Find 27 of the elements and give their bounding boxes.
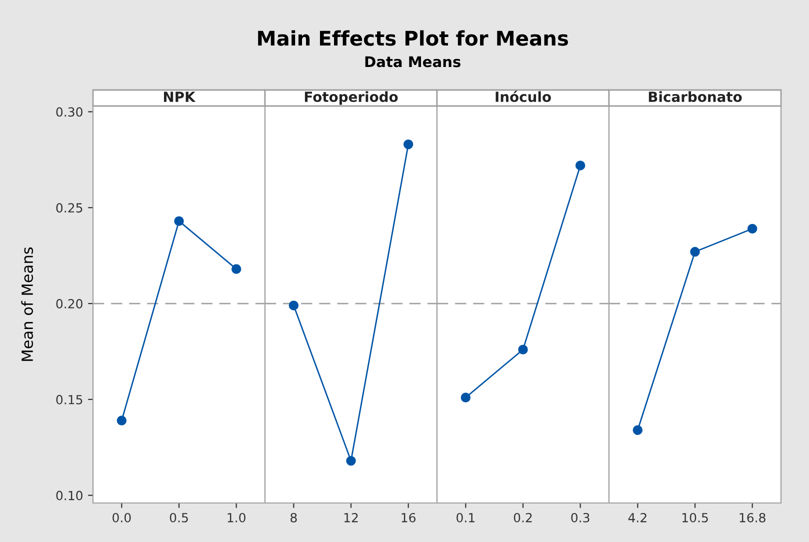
legend-title: Bicarbonato	[648, 91, 742, 102]
x-tick-label: 0.2	[514, 512, 532, 522]
chart-title: Main Effects Plot for Means	[258, 30, 568, 46]
x-tick-label: 1.0	[228, 512, 246, 522]
x-tick-label: 0.5	[170, 512, 188, 522]
y-tick-label: 0.15	[56, 394, 82, 404]
y-tick-label: 0.25	[56, 203, 82, 213]
y-axis-title: Mean of Means	[21, 247, 34, 361]
x-tick-label: 10.5	[682, 512, 708, 522]
y-tick-label: 0.10	[56, 490, 82, 500]
chart-subtitle: Data Means	[365, 56, 460, 68]
y-tick-label: 0.30	[56, 107, 82, 117]
point	[174, 216, 184, 226]
x-tick-label: 16	[402, 512, 416, 522]
legend-title: Fotoperiodo	[304, 91, 398, 105]
x-tick-label: 0.0	[112, 512, 131, 522]
x-tick-label: 12	[344, 512, 358, 522]
x-tick-label: 4.2	[628, 512, 646, 522]
legend-title: Inóculo	[496, 90, 551, 102]
y-tick-label: 0.20	[56, 299, 82, 308]
x-tick-label: 8	[290, 512, 297, 522]
x-tick-label: 0.3	[571, 512, 590, 522]
point	[116, 416, 127, 426]
x-tick-label: 16.8	[740, 512, 766, 522]
legend-title: NPK	[164, 92, 196, 102]
x-tick-label: 0.1	[456, 512, 474, 522]
point	[231, 264, 242, 274]
